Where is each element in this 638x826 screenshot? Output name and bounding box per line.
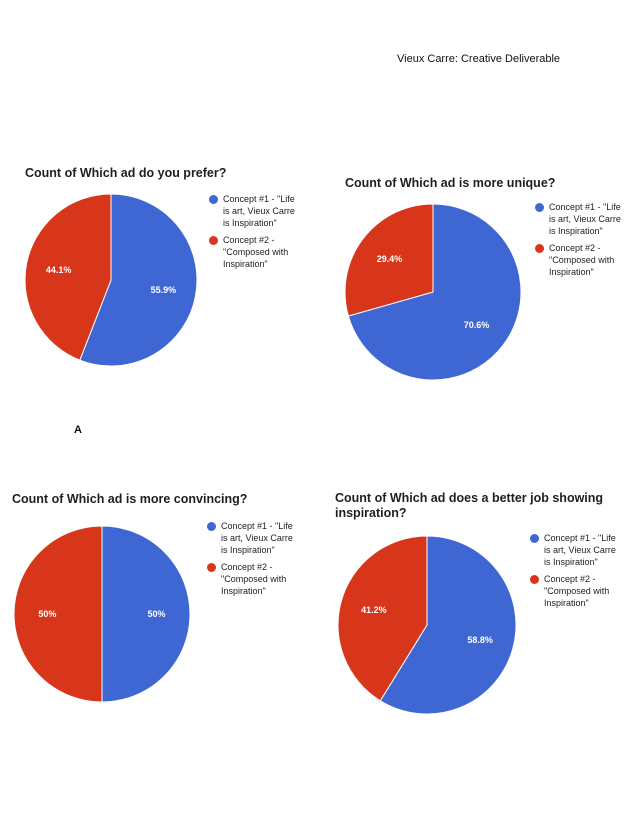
pie-slice-concept-2 [24,193,112,361]
legend-entry-concept-1: Concept #1 - "Life is art, Vieux Carre i… [535,201,638,237]
legend-entry-concept-1: Concept #1 - "Life is art, Vieux Carre i… [207,520,319,556]
pie-chart: 70.6% 29.4% [344,203,522,381]
legend-label: Concept #1 - "Life is art, Vieux Carre i… [221,521,293,555]
chart-legend: Concept #1 - "Life is art, Vieux Carre i… [209,193,319,275]
legend-entry-concept-2: Concept #2 - "Composed with Inspiration" [535,242,638,278]
section-marker: A [74,424,82,436]
slice-label-concept-1: 50% [148,609,166,619]
legend-swatch-concept-2 [207,562,216,572]
slice-label-concept-2: 29.4% [377,254,403,264]
legend-label: Concept #1 - "Life is art, Vieux Carre i… [223,194,295,228]
slice-label-concept-1: 58.8% [467,635,493,645]
legend-label: Concept #2 - "Composed with Inspiration" [223,235,289,269]
chart-legend: Concept #1 - "Life is art, Vieux Carre i… [207,520,319,602]
pie-chart: 58.8% 41.2% [337,535,517,715]
chart-title: Count of Which ad is more unique? [345,176,556,190]
legend-entry-concept-2: Concept #2 - "Composed with Inspiration" [530,573,638,609]
legend-swatch-concept-1 [530,533,539,543]
slice-label-concept-2: 44.1% [46,265,72,275]
pie-slice-concept-2 [344,203,434,317]
legend-entry-concept-2: Concept #2 - "Composed with Inspiration" [207,561,319,597]
pie-chart: 50% 50% [13,525,191,703]
pie-slice-concept-2 [337,535,428,702]
slice-label-concept-2: 41.2% [361,605,387,615]
legend-label: Concept #1 - "Life is art, Vieux Carre i… [544,533,616,567]
legend-swatch-concept-1 [535,202,544,212]
pie-slice-concept-1 [79,193,198,367]
legend-label: Concept #2 - "Composed with Inspiration" [549,243,615,277]
legend-label: Concept #1 - "Life is art, Vieux Carre i… [549,202,621,236]
slice-label-concept-1: 55.9% [151,285,177,295]
chart-title: Count of Which ad do you prefer? [25,166,227,180]
chart-inspiration: Count of Which ad does a better job show… [320,488,638,718]
slice-label-concept-2: 50% [38,609,56,619]
chart-convincing: Count of Which ad is more convincing? 50… [0,488,320,713]
legend-entry-concept-1: Concept #1 - "Life is art, Vieux Carre i… [530,532,638,568]
chart-title: Count of Which ad is more convincing? [12,492,248,506]
legend-entry-concept-1: Concept #1 - "Life is art, Vieux Carre i… [209,193,319,229]
legend-entry-concept-2: Concept #2 - "Composed with Inspiration" [209,234,319,270]
pie-slice-concept-1 [347,203,522,381]
slice-label-concept-1: 70.6% [464,320,490,330]
pie-slice-concept-2 [13,525,103,703]
legend-label: Concept #2 - "Composed with Inspiration" [544,574,610,608]
legend-swatch-concept-2 [530,574,539,584]
legend-swatch-concept-2 [209,235,218,245]
chart-title: Count of Which ad does a better job show… [335,491,604,520]
legend-label: Concept #2 - "Composed with Inspiration" [221,562,287,596]
chart-legend: Concept #1 - "Life is art, Vieux Carre i… [530,532,638,614]
pie-chart: 55.9% 44.1% [24,193,198,367]
legend-swatch-concept-1 [207,521,216,531]
chart-prefer: Count of Which ad do you prefer? 55.9% 44… [0,160,320,380]
pie-slice-concept-1 [101,525,191,703]
chart-unique: Count of Which ad is more unique? 70.6% 2… [320,172,638,387]
legend-swatch-concept-1 [209,194,218,204]
chart-legend: Concept #1 - "Life is art, Vieux Carre i… [535,201,638,283]
pie-slice-concept-1 [379,535,517,715]
legend-swatch-concept-2 [535,243,544,253]
page-header: Vieux Carre: Creative Deliverable [397,53,561,65]
